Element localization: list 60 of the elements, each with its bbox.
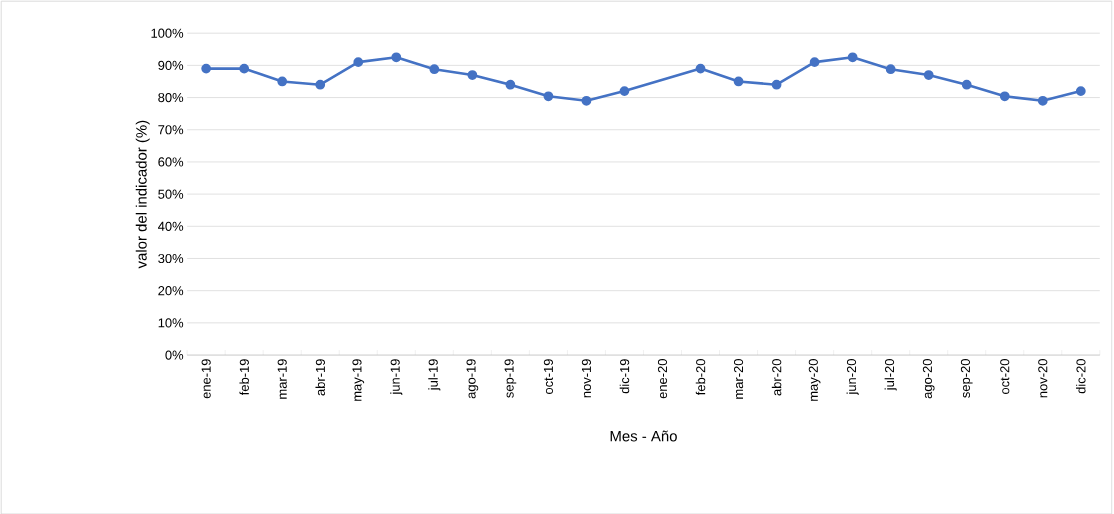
point <box>809 57 820 67</box>
point <box>695 63 706 74</box>
point <box>619 86 630 96</box>
x-tick-label: oct-19 <box>543 358 553 394</box>
x-tick-label: jul-20 <box>884 358 897 391</box>
y-tick-label: 100% <box>151 28 184 38</box>
x-tick-label: oct-20 <box>1000 358 1010 394</box>
y-tick-label: 30% <box>158 253 184 263</box>
x-tick-label: ene-20 <box>657 358 668 399</box>
x-tick-label: jun-19 <box>390 359 403 395</box>
y-tick-label: 90% <box>158 60 184 70</box>
x-tick-label: ago-19 <box>466 359 479 399</box>
point <box>467 69 478 80</box>
point <box>733 76 744 87</box>
x-tick-label: ago-20 <box>922 358 935 399</box>
y-tick-label: 10% <box>158 318 184 328</box>
point <box>239 63 250 74</box>
x-tick-label: dic-20 <box>1076 358 1086 394</box>
x-axis-title: Mes - Año <box>610 430 677 442</box>
x-tick-label: nov-20 <box>1038 358 1048 398</box>
y-tick-label: 50% <box>158 189 184 199</box>
x-tick-label: dic-19 <box>619 358 630 394</box>
x-tick-label: mar-19 <box>277 358 287 399</box>
point <box>505 79 516 90</box>
point <box>315 79 326 90</box>
point <box>581 95 592 106</box>
point <box>847 52 858 62</box>
point <box>429 64 440 74</box>
point <box>543 91 554 101</box>
x-tick-label: may-19 <box>352 358 365 401</box>
x-tick-label: ene-19 <box>201 359 211 399</box>
x-tick-label: mar-20 <box>733 358 744 399</box>
point <box>353 57 364 67</box>
point <box>391 52 402 62</box>
x-tick-label: abr-20 <box>771 358 782 396</box>
y-tick-label: 70% <box>158 124 184 135</box>
x-tick-label: feb-20 <box>695 358 706 395</box>
point <box>1075 86 1086 96</box>
y-tick-label: 80% <box>158 92 184 102</box>
point <box>961 79 972 90</box>
y-axis-title: valor del indicador (%) <box>135 120 150 269</box>
y-tick-label: 0% <box>165 350 184 360</box>
x-tick-label: nov-19 <box>581 358 592 398</box>
y-tick-label: 20% <box>158 285 184 296</box>
x-tick-label: jul-19 <box>428 359 441 391</box>
point <box>277 76 288 87</box>
point <box>201 63 212 74</box>
point <box>923 69 934 80</box>
x-tick-label: jun-20 <box>846 358 859 395</box>
y-tick-label: 60% <box>158 157 184 167</box>
x-tick-label: sep-19 <box>504 358 517 398</box>
x-tick-label: feb-19 <box>239 358 249 395</box>
point <box>999 91 1010 101</box>
y-tick-label: 40% <box>158 221 184 231</box>
point <box>1037 95 1048 106</box>
point <box>771 79 782 90</box>
x-tick-label: abr-19 <box>315 358 325 396</box>
x-tick-label: may-20 <box>808 358 821 401</box>
x-tick-label: sep-20 <box>960 358 973 398</box>
point <box>885 64 896 74</box>
